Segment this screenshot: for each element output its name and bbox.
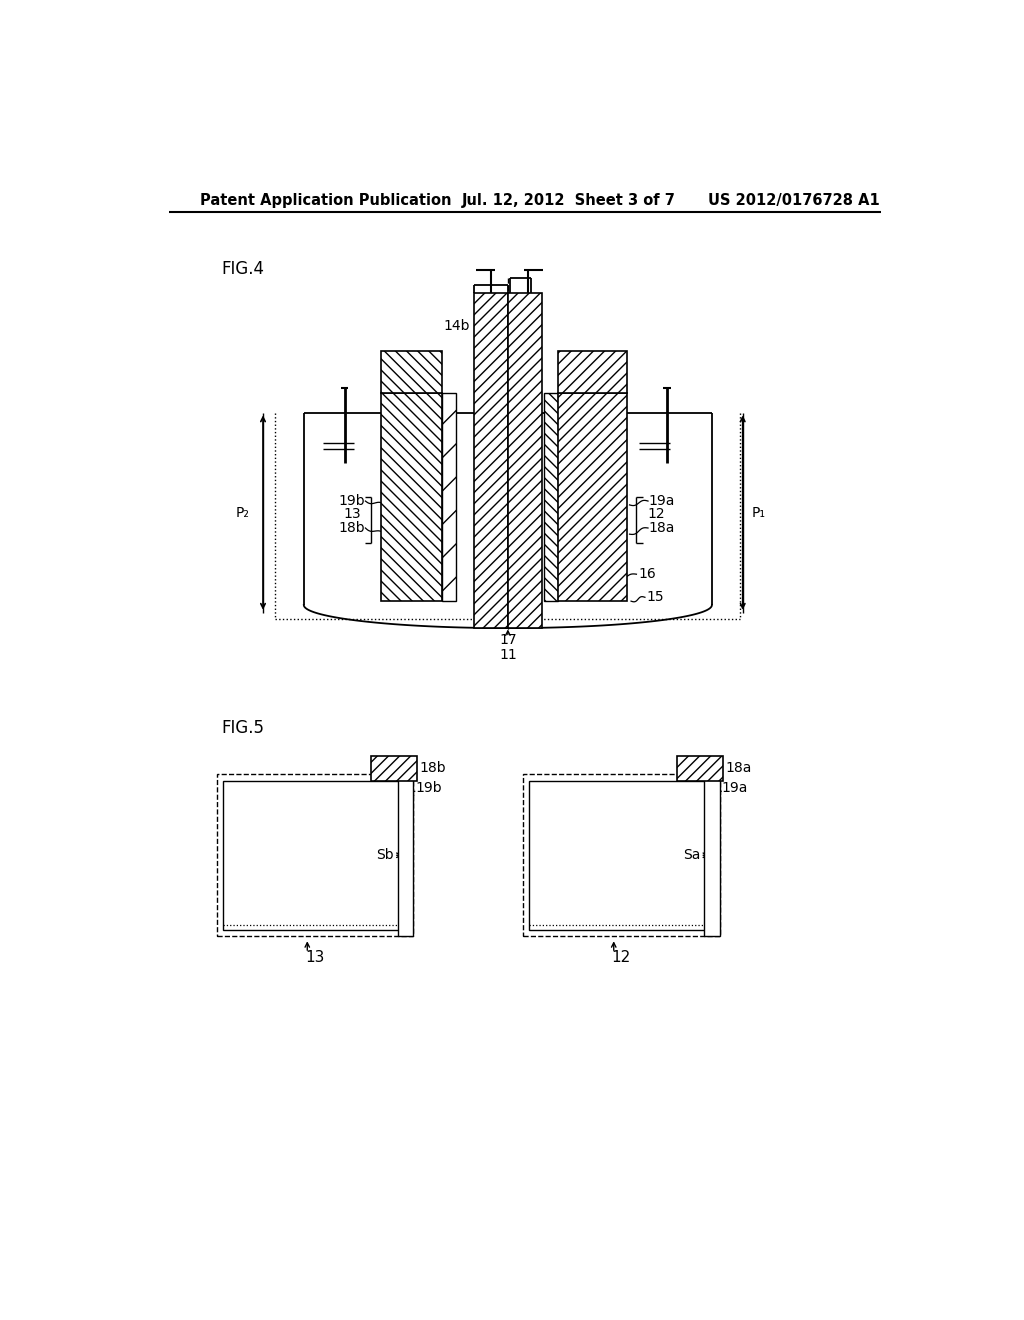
Bar bbox=[371, 756, 417, 780]
Text: 17: 17 bbox=[499, 632, 517, 647]
Text: P₁: P₁ bbox=[707, 924, 719, 937]
Bar bbox=[474, 293, 508, 628]
Bar bbox=[442, 393, 457, 601]
Text: P₂: P₂ bbox=[236, 506, 249, 520]
Bar bbox=[558, 393, 628, 601]
Text: 19b: 19b bbox=[416, 781, 442, 795]
Text: Sa: Sa bbox=[683, 849, 700, 862]
Bar bbox=[677, 756, 724, 780]
Text: P₂: P₂ bbox=[400, 924, 413, 937]
Bar bbox=[397, 775, 413, 936]
Text: 19b: 19b bbox=[339, 494, 366, 508]
Bar bbox=[217, 775, 413, 936]
Bar bbox=[523, 775, 720, 936]
Text: 18b: 18b bbox=[339, 521, 366, 535]
Bar bbox=[381, 351, 442, 393]
Text: 15: 15 bbox=[646, 590, 665, 605]
Text: FIG.4: FIG.4 bbox=[221, 260, 264, 277]
Bar bbox=[558, 351, 628, 393]
Bar bbox=[381, 393, 442, 601]
Text: Jul. 12, 2012  Sheet 3 of 7: Jul. 12, 2012 Sheet 3 of 7 bbox=[462, 193, 676, 209]
Bar bbox=[705, 775, 720, 936]
Text: 14a: 14a bbox=[512, 319, 538, 333]
Text: 12: 12 bbox=[611, 950, 631, 965]
Bar bbox=[544, 393, 558, 601]
Text: US 2012/0176728 A1: US 2012/0176728 A1 bbox=[708, 193, 880, 209]
Text: 11: 11 bbox=[499, 648, 517, 663]
Text: 14b: 14b bbox=[443, 319, 470, 333]
Text: 18a: 18a bbox=[726, 762, 753, 775]
Text: P₁: P₁ bbox=[752, 506, 766, 520]
Text: 19a: 19a bbox=[648, 494, 675, 508]
Bar bbox=[223, 780, 407, 929]
Text: 12: 12 bbox=[647, 507, 665, 521]
Bar bbox=[529, 780, 714, 929]
Text: 16: 16 bbox=[638, 568, 655, 581]
Text: Patent Application Publication: Patent Application Publication bbox=[200, 193, 452, 209]
Text: Sb: Sb bbox=[376, 849, 394, 862]
Text: FIG.5: FIG.5 bbox=[221, 719, 264, 737]
Text: 18a: 18a bbox=[648, 521, 675, 535]
Text: 13: 13 bbox=[344, 507, 361, 521]
Text: 19a: 19a bbox=[722, 781, 749, 795]
Text: 13: 13 bbox=[305, 950, 325, 965]
Text: 18b: 18b bbox=[419, 762, 445, 775]
Bar bbox=[508, 293, 542, 628]
